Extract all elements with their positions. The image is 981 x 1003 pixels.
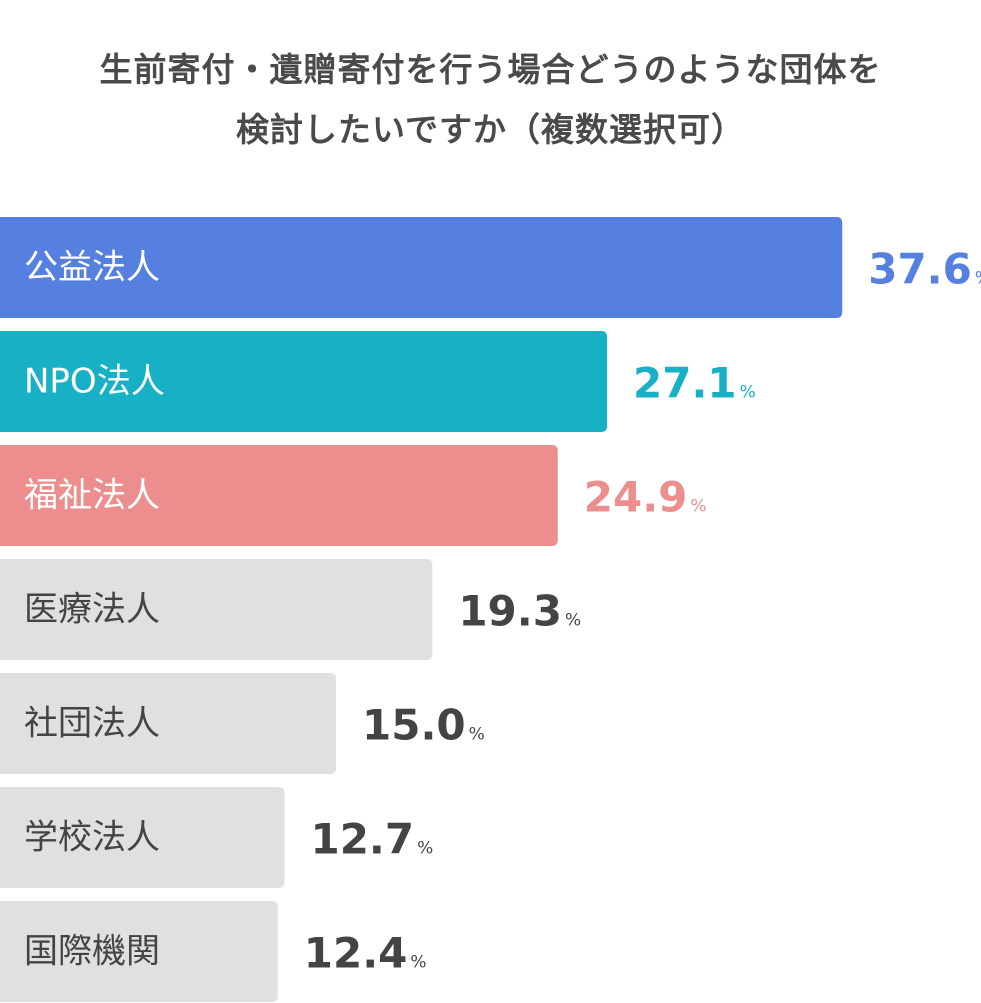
bar-1 <box>0 217 843 318</box>
value-unit-1: % <box>975 269 981 289</box>
value-unit-7: % <box>410 953 426 973</box>
category-label-4: 医療法人 <box>24 590 160 630</box>
bar-3 <box>0 445 558 546</box>
chart-title: 生前寄付・遺贈寄付を行う場合どうのような団体を 検討したいですか（複数選択可） <box>0 40 981 160</box>
bar-4 <box>0 559 433 660</box>
value-unit-5: % <box>469 725 485 745</box>
value-unit-4: % <box>565 611 581 631</box>
value-number-5: 15.0 <box>362 701 466 750</box>
category-label-7: 国際機関 <box>24 932 160 972</box>
value-number-2: 27.1 <box>633 359 737 408</box>
category-label-3: 福祉法人 <box>24 476 160 516</box>
bar-7 <box>0 901 278 1002</box>
value-label-5: 15.0% <box>362 701 485 750</box>
value-number-1: 37.6 <box>868 245 972 294</box>
value-unit-3: % <box>690 497 706 517</box>
value-unit-2: % <box>740 383 756 403</box>
chart-title-line-2: 検討したいですか（複数選択可） <box>235 110 745 149</box>
value-label-1: 37.6% <box>868 245 981 294</box>
category-label-2: NPO法人 <box>24 362 165 402</box>
value-label-7: 12.4% <box>304 929 427 978</box>
value-number-7: 12.4 <box>304 929 408 978</box>
value-unit-6: % <box>417 839 433 859</box>
category-label-6: 学校法人 <box>24 818 160 858</box>
category-label-1: 公益法人 <box>24 248 160 288</box>
bar-6 <box>0 787 285 888</box>
bar-row-7: 国際機関 12.4% <box>0 901 427 1002</box>
value-number-6: 12.7 <box>310 815 414 864</box>
value-number-3: 24.9 <box>584 473 688 522</box>
value-label-6: 12.7% <box>310 815 433 864</box>
value-label-2: 27.1% <box>633 359 756 408</box>
category-label-5: 社団法人 <box>24 704 160 744</box>
chart-title-line-1: 生前寄付・遺贈寄付を行う場合どうのような団体を <box>99 50 882 89</box>
value-label-4: 19.3% <box>458 587 581 636</box>
value-label-3: 24.9% <box>584 473 707 522</box>
bar-row-3: 福祉法人 24.9% <box>0 445 707 546</box>
bar-2 <box>0 331 608 432</box>
bar-5 <box>0 673 336 774</box>
bar-row-4: 医療法人 19.3% <box>0 559 581 660</box>
bar-row-2: NPO法人 27.1% <box>0 331 756 432</box>
bar-row-6: 学校法人 12.7% <box>0 787 433 888</box>
bar-row-1: 公益法人 37.6% <box>0 217 981 318</box>
bar-row-5: 社団法人 15.0% <box>0 673 485 774</box>
value-number-4: 19.3 <box>458 587 562 636</box>
